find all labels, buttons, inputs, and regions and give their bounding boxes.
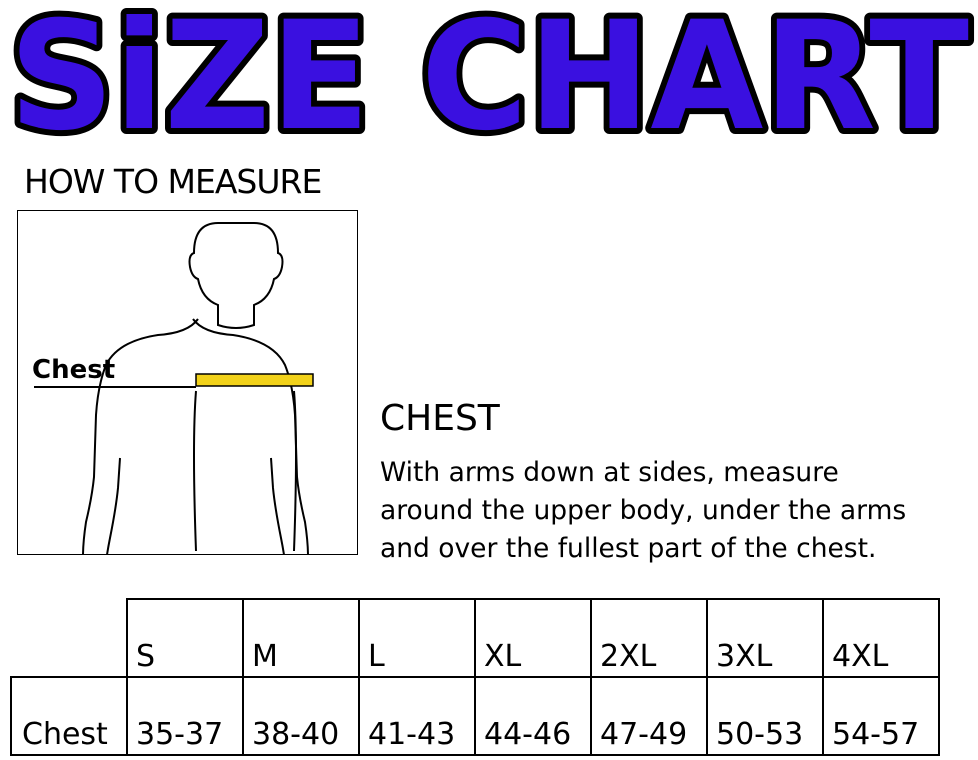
size-header: 3XL xyxy=(706,598,824,678)
empty-corner-cell xyxy=(11,599,127,677)
size-chart-title: SiZE CHART xyxy=(3,0,975,150)
table-cell: 35-37 xyxy=(126,676,244,756)
table-cell: 38-40 xyxy=(242,676,360,756)
chest-section-title: CHEST xyxy=(380,398,500,439)
size-header-row: S M L XL 2XL 3XL 4XL xyxy=(11,598,940,678)
table-cell: 50-53 xyxy=(706,676,824,756)
size-header: L xyxy=(358,598,476,678)
instruction-line: With arms down at sides, measure xyxy=(380,457,839,488)
table-cell: 44-46 xyxy=(474,676,592,756)
table-cell: 41-43 xyxy=(358,676,476,756)
size-header: S xyxy=(126,598,244,678)
title-text: SiZE CHART xyxy=(9,0,969,150)
instruction-line: around the upper body, under the arms xyxy=(380,495,907,526)
chest-instructions: With arms down at sides, measure around … xyxy=(380,454,978,568)
size-header: XL xyxy=(474,598,592,678)
how-to-measure-heading: HOW TO MEASURE xyxy=(24,162,322,201)
row-label: Chest xyxy=(10,676,128,756)
body-outline-illustration xyxy=(34,222,314,612)
figure-chest-label: Chest xyxy=(32,355,116,385)
size-header: M xyxy=(242,598,360,678)
table-cell: 47-49 xyxy=(590,676,708,756)
instruction-line: and over the fullest part of the chest. xyxy=(380,533,877,564)
size-table: S M L XL 2XL 3XL 4XL Chest 35-37 38-40 4… xyxy=(10,598,940,756)
measuring-tape xyxy=(195,373,314,387)
table-cell: 54-57 xyxy=(822,676,940,756)
measure-figure xyxy=(17,210,358,612)
size-header: 4XL xyxy=(822,598,940,678)
size-header: 2XL xyxy=(590,598,708,678)
table-row: Chest 35-37 38-40 41-43 44-46 47-49 50-5… xyxy=(10,676,940,756)
